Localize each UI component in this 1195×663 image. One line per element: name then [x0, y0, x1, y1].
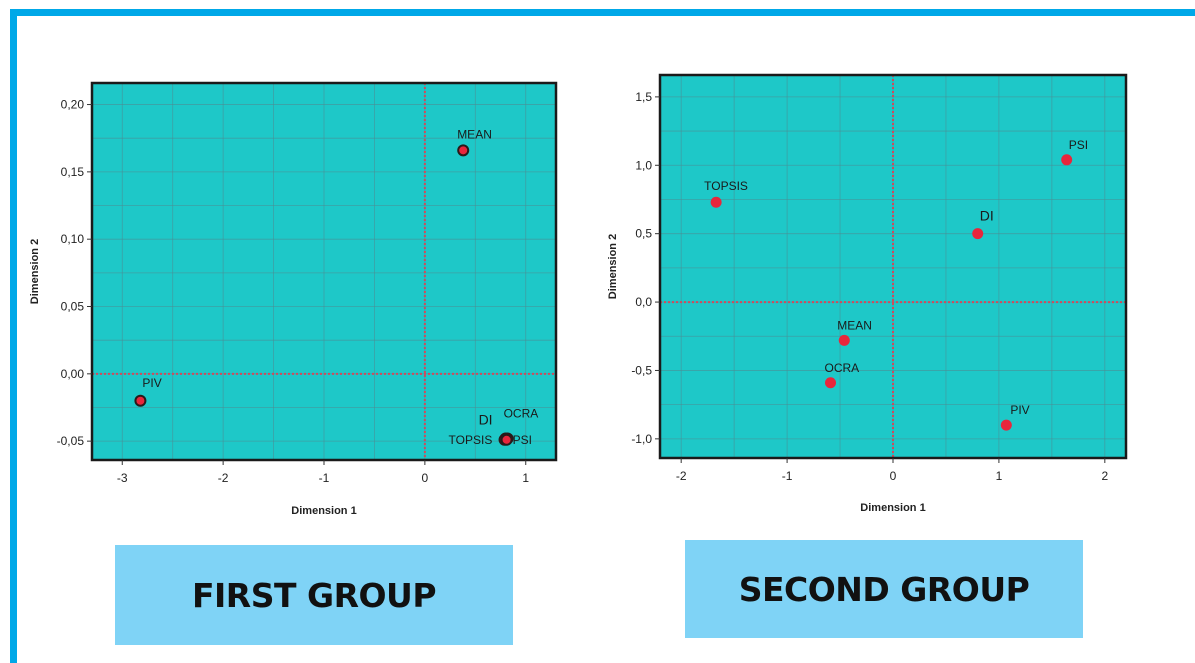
point-label-piv: PIV	[142, 376, 161, 390]
point-label-topsis: TOPSIS	[449, 433, 493, 447]
y-tick-label: -0,05	[57, 434, 85, 448]
y-tick-label: 0,05	[61, 300, 85, 314]
x-tick-label: -3	[117, 471, 128, 485]
x-tick-label: -1	[319, 471, 330, 485]
frame-left-border	[10, 9, 17, 663]
point-label-psi: PSI	[513, 433, 532, 447]
second-group-caption: SECOND GROUP	[685, 540, 1083, 638]
point-label-mean: MEAN	[457, 127, 492, 141]
frame-top-border	[10, 9, 1195, 16]
point-label-di: DI	[479, 411, 493, 427]
x-tick-label: -2	[218, 471, 229, 485]
x-tick-label: 0	[422, 471, 429, 485]
x-axis-label: Dimension 1	[291, 505, 356, 517]
y-tick-label: 0,20	[61, 98, 85, 112]
first-group-caption: FIRST GROUP	[115, 545, 513, 645]
point-label-ocra: OCRA	[504, 406, 539, 420]
point-psi	[500, 433, 513, 446]
point-piv	[134, 394, 147, 407]
point-mean	[457, 144, 470, 157]
y-axis-label: Dimension 2	[29, 239, 41, 304]
y-tick-label: 0,15	[61, 165, 85, 179]
y-tick-label: 0,00	[61, 367, 85, 381]
x-tick-label: 1	[522, 471, 529, 485]
y-tick-label: 0,10	[61, 232, 85, 246]
